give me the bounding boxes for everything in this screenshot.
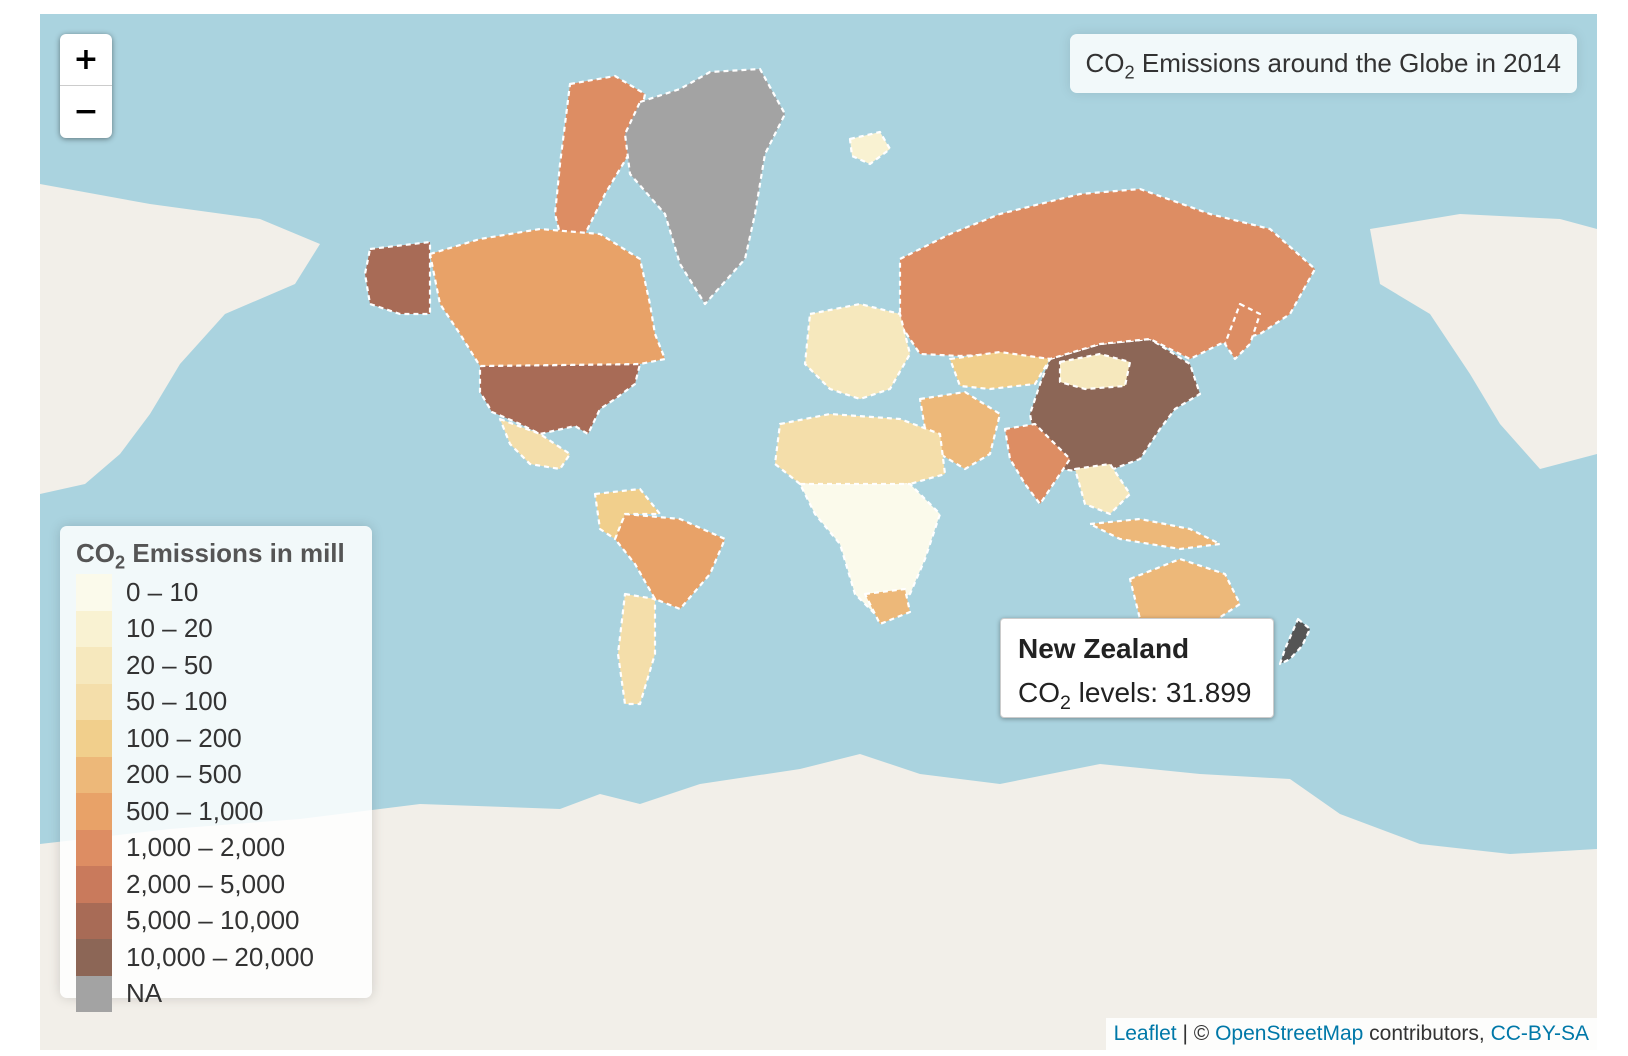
legend-row: 10 – 20 xyxy=(76,610,314,647)
legend-swatch xyxy=(76,683,112,720)
legend-row: 200 – 500 xyxy=(76,756,314,793)
country-canada[interactable] xyxy=(428,227,667,368)
tooltip-value-subscript: 2 xyxy=(1060,691,1071,714)
legend-label: 200 – 500 xyxy=(126,759,242,790)
country-indonesia[interactable] xyxy=(1088,517,1222,551)
legend-swatch xyxy=(76,574,112,611)
country-central-africa[interactable] xyxy=(798,482,942,616)
world-map[interactable] xyxy=(40,14,1597,1050)
legend-title-prefix: CO xyxy=(76,538,115,568)
legend-title: CO2 Emissions in mill xyxy=(76,538,345,573)
openstreetmap-link[interactable]: OpenStreetMap xyxy=(1215,1022,1364,1045)
leaflet-link[interactable]: Leaflet xyxy=(1113,1022,1177,1045)
license-link[interactable]: CC-BY-SA xyxy=(1490,1022,1589,1045)
attribution-separator: | © xyxy=(1176,1022,1216,1045)
zoom-control: + − xyxy=(60,34,112,138)
legend-label: 50 – 100 xyxy=(126,686,228,717)
country-brazil[interactable] xyxy=(613,512,727,611)
legend-row: 5,000 – 10,000 xyxy=(76,902,314,939)
legend-label: 5,000 – 10,000 xyxy=(126,905,300,936)
country-tooltip: New Zealand CO2 levels: 31.899 xyxy=(1000,618,1274,718)
legend-row: 10,000 – 20,000 xyxy=(76,939,314,976)
antarctica xyxy=(40,754,1597,1050)
country-india[interactable] xyxy=(1003,422,1072,506)
legend-label: 100 – 200 xyxy=(126,722,242,753)
country-north-africa[interactable] xyxy=(773,412,947,491)
tooltip-value-suffix: levels: 31.899 xyxy=(1070,677,1252,708)
tooltip-value-prefix: CO xyxy=(1018,677,1060,708)
legend-label: 2,000 – 5,000 xyxy=(126,868,286,899)
country-south-africa[interactable] xyxy=(863,587,912,626)
legend-swatch xyxy=(76,647,112,684)
legend-row: 50 – 100 xyxy=(76,683,314,720)
legend-rows: 0 – 10 10 – 20 20 – 50 50 – 100 100 – 200 200… xyxy=(76,574,314,1012)
legend-swatch xyxy=(76,866,112,903)
map-title-prefix: CO xyxy=(1085,48,1125,78)
country-alaska[interactable] xyxy=(363,240,432,316)
country-northern-south-america[interactable] xyxy=(593,487,662,541)
country-argentina[interactable] xyxy=(616,592,657,706)
tooltip-value: CO2 levels: 31.899 xyxy=(1018,677,1252,713)
country-europe[interactable] xyxy=(803,302,912,401)
legend-title-subscript: 2 xyxy=(115,552,126,573)
country-mongolia[interactable] xyxy=(1058,352,1132,391)
attribution-contributors: contributors, xyxy=(1363,1022,1491,1045)
legend-label: 1,000 – 2,000 xyxy=(126,832,286,863)
legend-row: 20 – 50 xyxy=(76,647,314,684)
legend-label: 500 – 1,000 xyxy=(126,795,264,826)
country-southeast-asia[interactable] xyxy=(1073,462,1132,516)
zoom-in-button[interactable]: + xyxy=(60,34,112,86)
tooltip-country-name: New Zealand xyxy=(1018,633,1190,664)
legend-swatch xyxy=(76,902,112,939)
legend-title-suffix: Emissions in mill xyxy=(125,538,345,568)
legend-swatch xyxy=(76,756,112,793)
americas-background-east xyxy=(1370,214,1597,469)
legend-swatch xyxy=(76,793,112,830)
country-greenland[interactable] xyxy=(623,67,787,306)
legend-label: 10,000 – 20,000 xyxy=(126,941,314,972)
legend-swatch xyxy=(76,720,112,757)
country-scandinavia[interactable] xyxy=(553,74,647,256)
map-title: CO2 Emissions around the Globe in 2014 xyxy=(1069,34,1577,93)
country-usa[interactable] xyxy=(478,362,642,436)
country-iceland[interactable] xyxy=(848,130,892,166)
legend-swatch xyxy=(76,829,112,866)
legend-row: NA xyxy=(76,975,314,1012)
map-title-suffix: Emissions around the Globe in 2014 xyxy=(1134,48,1561,78)
legend-swatch xyxy=(76,610,112,647)
country-mexico[interactable] xyxy=(498,417,572,471)
country-russia[interactable] xyxy=(898,187,1317,361)
country-kazakhstan[interactable] xyxy=(948,350,1052,391)
legend-row: 500 – 1,000 xyxy=(76,793,314,830)
legend-swatch xyxy=(76,939,112,976)
attribution: Leaflet | © OpenStreetMap contributors, … xyxy=(1105,1018,1597,1050)
legend-swatch xyxy=(76,975,112,1012)
map-container[interactable]: + − CO2 Emissions around the Globe in 20… xyxy=(40,14,1597,1050)
zoom-out-button[interactable]: − xyxy=(73,94,99,129)
legend: CO2 Emissions in mill 0 – 10 10 – 20 20 – … xyxy=(60,526,372,1012)
country-australia[interactable] xyxy=(1128,557,1242,626)
legend-row: 100 – 200 xyxy=(76,720,314,757)
legend-row: 0 – 10 xyxy=(76,574,314,611)
legend-label: NA xyxy=(126,978,163,1009)
legend-row: 2,000 – 5,000 xyxy=(76,866,314,903)
legend-label: 20 – 50 xyxy=(126,649,213,680)
map-title-subscript: 2 xyxy=(1124,62,1135,83)
legend-label: 0 – 10 xyxy=(126,576,199,607)
country-japan[interactable] xyxy=(1223,302,1262,361)
asia-background-west xyxy=(40,184,320,494)
country-new-zealand[interactable] xyxy=(1278,617,1312,666)
legend-row: 1,000 – 2,000 xyxy=(76,829,314,866)
legend-label: 10 – 20 xyxy=(126,613,213,644)
